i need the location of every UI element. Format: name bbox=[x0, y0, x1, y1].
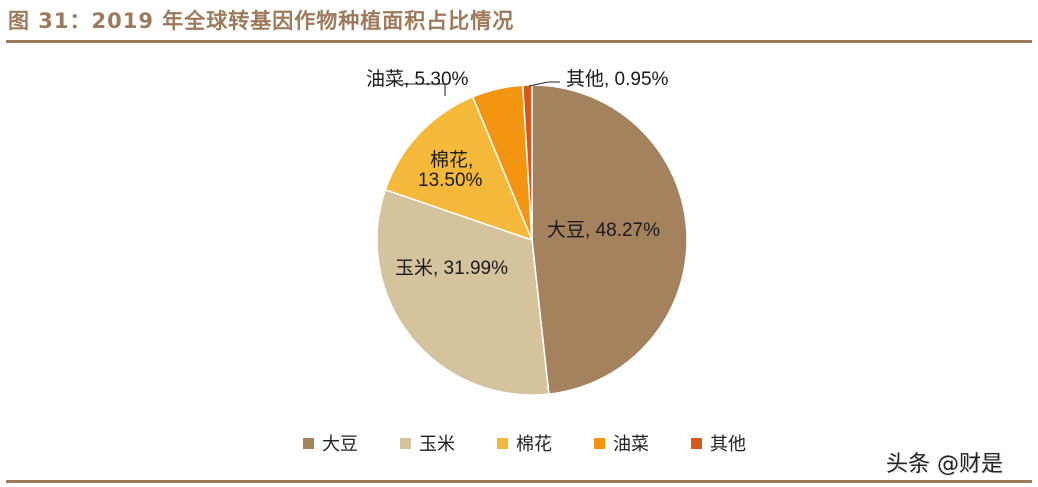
pie-slice-soy bbox=[531, 84, 688, 395]
legend-label: 油菜 bbox=[613, 434, 649, 455]
legend-label: 玉米 bbox=[419, 434, 455, 455]
chart-legend: 大豆 玉米 棉花 油菜 其他 bbox=[303, 430, 788, 456]
leader-line-rapeseed bbox=[402, 83, 446, 96]
legend-item-rapeseed: 油菜 bbox=[594, 430, 649, 456]
pie-slice-corn bbox=[376, 188, 550, 396]
legend-swatch-corn bbox=[400, 437, 411, 449]
title-divider bbox=[6, 40, 1032, 43]
legend-item-other: 其他 bbox=[691, 430, 746, 456]
label-cotton-name: 棉花, bbox=[430, 150, 474, 171]
label-rapeseed: 油菜, 5.30% bbox=[366, 69, 469, 90]
legend-swatch-soy bbox=[303, 437, 314, 449]
legend-label: 大豆 bbox=[322, 434, 358, 455]
legend-label: 其他 bbox=[710, 434, 746, 455]
label-corn: 玉米, 31.99% bbox=[395, 258, 508, 279]
label-other: 其他, 0.95% bbox=[566, 69, 669, 90]
legend-label: 棉花 bbox=[516, 434, 552, 455]
chart-title: 图 31：2019 年全球转基因作物种植面积占比情况 bbox=[8, 9, 515, 33]
label-soy: 大豆, 48.27% bbox=[547, 220, 660, 241]
legend-item-corn: 玉米 bbox=[400, 430, 455, 456]
watermark: 头条 @财是 bbox=[886, 452, 1003, 477]
pie-slice-cotton bbox=[384, 95, 534, 242]
legend-item-cotton: 棉花 bbox=[497, 430, 552, 456]
leader-line-other bbox=[528, 81, 560, 87]
legend-swatch-other bbox=[691, 437, 702, 449]
bottom-divider bbox=[6, 480, 1032, 483]
legend-swatch-cotton bbox=[497, 437, 508, 449]
legend-item-soy: 大豆 bbox=[303, 430, 358, 456]
legend-swatch-rapeseed bbox=[594, 437, 605, 449]
label-cotton-value: 13.50% bbox=[418, 170, 483, 191]
